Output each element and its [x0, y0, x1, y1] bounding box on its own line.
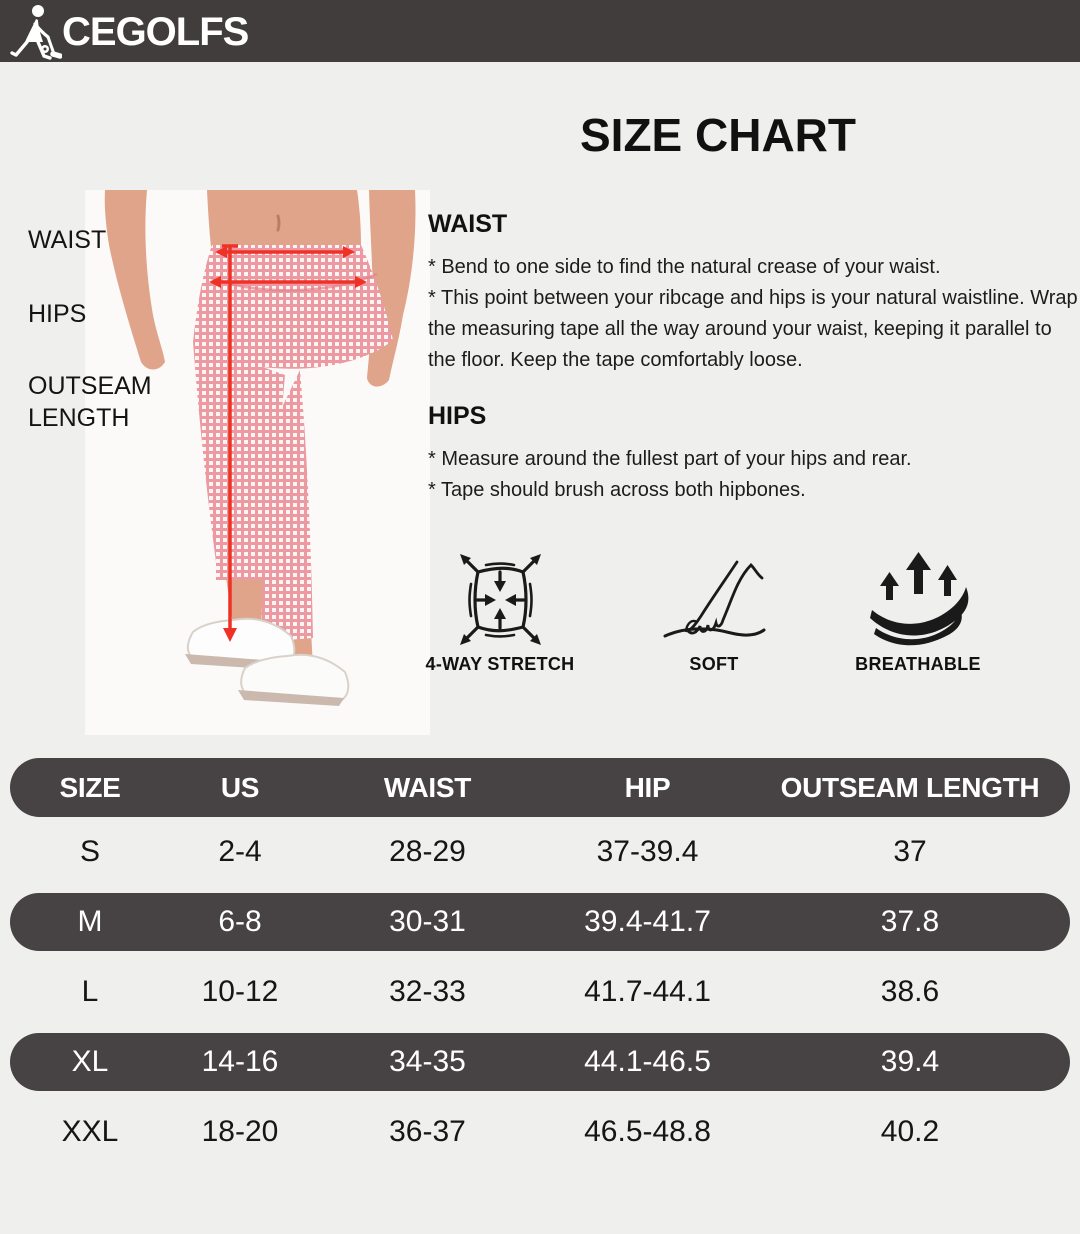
cell-us: 18-20	[201, 1115, 279, 1148]
feature-label: 4-WAY STRETCH	[425, 654, 575, 674]
cell-us: 14-16	[201, 1045, 279, 1078]
cell-us: 6-8	[218, 905, 262, 938]
brand-bar: CEGOLFS	[0, 0, 1080, 62]
cell-hip: 41.7-44.1	[584, 975, 711, 1008]
feature-label: BREATHABLE	[855, 654, 981, 674]
waist-instruction-2: * This point between your ribcage and hi…	[428, 287, 1078, 371]
hips-heading: HIPS	[428, 402, 487, 430]
cell-waist: 28-29	[389, 835, 466, 868]
feature-breathable: BREATHABLE	[833, 552, 1003, 675]
page-title: SIZE CHART	[580, 109, 856, 161]
measurement-lines	[209, 244, 367, 642]
column-header-waist: WAIST	[383, 772, 472, 803]
breathable-icon	[833, 552, 1003, 648]
cell-hip: 44.1-46.5	[584, 1045, 711, 1078]
cell-hip: 37-39.4	[596, 835, 699, 868]
cell-size: S	[79, 835, 100, 868]
cell-outseam: 37.8	[880, 905, 940, 938]
label-waist: WAIST	[28, 226, 107, 254]
table-row: L 10-12 32-33 41.7-44.1 38.6	[10, 957, 1070, 1027]
cell-size: XL	[71, 1045, 109, 1078]
four-way-stretch-icon	[415, 552, 585, 648]
label-hips: HIPS	[28, 300, 87, 328]
cell-waist: 34-35	[389, 1045, 466, 1078]
table-row: M 6-8 30-31 39.4-41.7 37.8	[10, 893, 1070, 951]
label-outseam-length: OUTSEAM LENGTH	[28, 372, 152, 432]
hips-instruction-1: * Measure around the fullest part of you…	[428, 448, 912, 470]
feature-4-way-stretch: 4-WAY STRETCH	[415, 552, 585, 675]
cell-size: L	[81, 975, 99, 1008]
table-row: S 2-4 28-29 37-39.4 37	[10, 817, 1070, 887]
cell-hip: 39.4-41.7	[584, 905, 711, 938]
cell-waist: 32-33	[389, 975, 466, 1008]
brand-logo: CEGOLFS	[10, 2, 249, 60]
cell-size: M	[77, 905, 103, 938]
cell-hip: 46.5-48.8	[584, 1115, 711, 1148]
brand-logo-text: CEGOLFS	[62, 10, 249, 54]
cell-size: XXL	[61, 1115, 119, 1148]
column-header-hip: HIP	[624, 772, 671, 803]
column-header-us: US	[220, 772, 260, 803]
model-photo	[85, 190, 430, 735]
column-header-size: SIZE	[59, 772, 121, 803]
cell-outseam: 38.6	[880, 975, 940, 1008]
cell-us: 2-4	[218, 835, 262, 868]
instructions: WAIST * Bend to one side to find the nat…	[428, 210, 1078, 506]
feature-label: SOFT	[689, 654, 739, 674]
waist-instruction-1: * Bend to one side to find the natural c…	[428, 256, 941, 278]
cell-outseam: 37	[893, 835, 927, 868]
hips-instruction-2: * Tape should brush across both hipbones…	[428, 479, 806, 501]
cell-waist: 36-37	[389, 1115, 466, 1148]
soft-touch-icon	[629, 552, 799, 648]
table-header-row: SIZE US WAIST HIP OUTSEAM LENGTH	[10, 758, 1070, 817]
table-row: XXL 18-20 36-37 46.5-48.8 40.2	[10, 1097, 1070, 1167]
cell-us: 10-12	[201, 975, 279, 1008]
cell-outseam: 40.2	[880, 1115, 940, 1148]
column-header-outseam: OUTSEAM LENGTH	[780, 772, 1040, 803]
golfer-icon	[10, 2, 62, 60]
cell-waist: 30-31	[389, 905, 466, 938]
feature-soft: SOFT	[629, 552, 799, 675]
cell-outseam: 39.4	[880, 1045, 940, 1078]
waist-heading: WAIST	[428, 210, 508, 238]
table-row: XL 14-16 34-35 44.1-46.5 39.4	[10, 1033, 1070, 1091]
model-figure-illustration	[104, 190, 416, 706]
size-table: SIZE US WAIST HIP OUTSEAM LENGTH S 2-4 2…	[10, 758, 1070, 1167]
